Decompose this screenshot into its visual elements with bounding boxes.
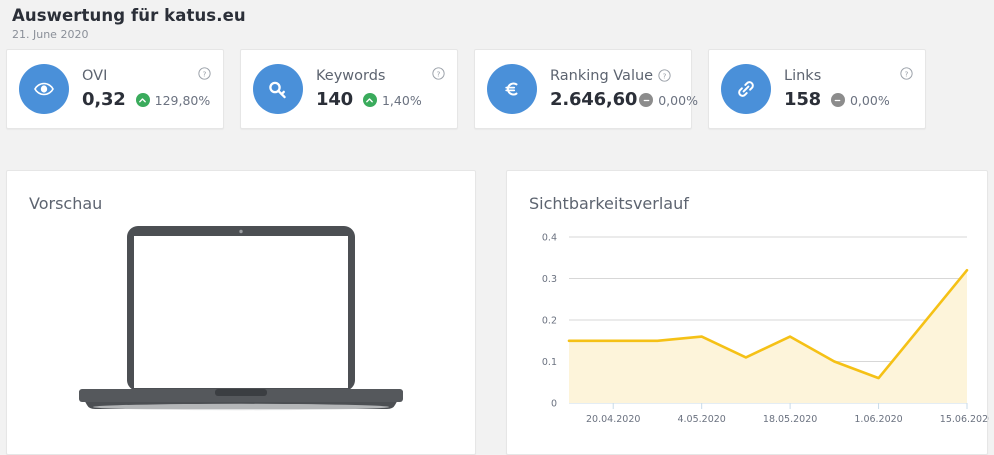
y-axis-tick-label: 0.2 — [542, 316, 557, 327]
page-title: Auswertung für katus.eu — [12, 6, 246, 25]
x-axis-tick-label: 18.05.2020 — [763, 414, 817, 425]
kpi-label-row: Keywords — [316, 67, 445, 86]
y-axis-tick-label: 0.3 — [542, 274, 557, 285]
kpi-delta: 1,40% — [362, 92, 422, 108]
preview-panel: Vorschau — [6, 170, 476, 455]
svg-text:?: ? — [905, 69, 909, 78]
kpi-body: OVI 0,32 129,80% ? — [82, 65, 211, 112]
minus-icon — [830, 93, 845, 107]
visibility-chart[interactable]: 0 0.1 0.2 0.3 0.4 20.04.2020 4.05.2020 18.05.20… — [507, 229, 989, 441]
kpi-value-row: 158 0,00% — [784, 88, 913, 112]
kpi-label: OVI — [82, 67, 108, 84]
laptop-preview[interactable] — [7, 223, 475, 423]
eye-icon — [19, 64, 69, 114]
kpi-value: 158 — [784, 88, 821, 110]
euro-icon — [487, 64, 537, 114]
kpi-label: Links — [784, 67, 822, 84]
kpi-label: Keywords — [316, 67, 386, 84]
arrow-up-icon — [362, 93, 377, 107]
kpi-body: Links 158 0,00% ? — [784, 65, 913, 112]
visibility-chart-panel: Sichtbarkeitsverlauf 0 0.1 0.2 0.3 0.4 20.04.… — [506, 170, 989, 455]
svg-text:?: ? — [203, 69, 207, 78]
x-axis-tick-label: 4.05.2020 — [677, 414, 725, 425]
page-date: 21. June 2020 — [12, 28, 89, 41]
laptop-icon — [79, 226, 403, 411]
key-icon — [253, 64, 303, 114]
kpi-card-ovi[interactable]: OVI 0,32 129,80% ? — [6, 49, 224, 129]
kpi-label-row: OVI — [82, 67, 211, 86]
kpi-delta: 0,00% — [830, 92, 890, 108]
chart-area-fill — [569, 270, 967, 403]
kpi-body: Keywords 140 1,40% ? — [316, 65, 445, 112]
kpi-delta: 0,00% — [639, 93, 698, 108]
preview-panel-title: Vorschau — [29, 194, 103, 213]
kpi-card-keywords[interactable]: Keywords 140 1,40% ? — [240, 49, 458, 129]
kpi-delta-label: 129,80% — [154, 92, 211, 108]
kpi-card-ranking-value[interactable]: Ranking Value ? 2.646,60 0,00% — [474, 49, 698, 129]
help-circle-icon[interactable]: ? — [658, 67, 671, 82]
kpi-delta-label: 0,00% — [849, 92, 890, 108]
help-circle-icon[interactable]: ? — [900, 65, 913, 80]
kpi-delta: 129,80% — [135, 92, 211, 108]
kpi-value: 140 — [316, 88, 353, 110]
kpi-delta-label: 0,00% — [658, 92, 698, 108]
y-axis-tick-label: 0.1 — [542, 357, 557, 368]
svg-text:?: ? — [437, 69, 441, 78]
svg-text:?: ? — [663, 71, 667, 80]
chart-line-series — [567, 268, 969, 380]
kpi-label: Ranking Value — [550, 67, 654, 84]
page-header: Auswertung für katus.eu 21. June 2020 — [0, 0, 994, 42]
kpi-card-links[interactable]: Links 158 0,00% ? — [708, 49, 926, 129]
x-axis-tick-label: 1.06.2020 — [854, 414, 902, 425]
kpi-value: 0,32 — [82, 88, 126, 110]
help-circle-icon[interactable]: ? — [198, 65, 211, 80]
link-icon — [721, 64, 771, 114]
chart-panel-title: Sichtbarkeitsverlauf — [529, 194, 689, 213]
kpi-value: 2.646,60 — [550, 88, 638, 110]
x-axis-tick-label: 15.06.2020 — [940, 414, 989, 425]
y-axis-tick-label: 0.4 — [542, 233, 557, 244]
minus-icon — [639, 93, 654, 107]
arrow-up-icon — [135, 93, 150, 107]
kpi-body: Ranking Value ? 2.646,60 0,00% — [550, 67, 698, 112]
kpi-value-row: 2.646,60 0,00% — [550, 88, 698, 112]
x-axis-tick-label: 20.04.2020 — [586, 414, 640, 425]
kpi-card-row: OVI 0,32 129,80% ? — [6, 49, 926, 129]
kpi-value-row: 140 1,40% — [316, 88, 445, 112]
kpi-label-row: Links — [784, 67, 913, 86]
kpi-label-row: Ranking Value ? — [550, 67, 679, 86]
y-axis-tick-label: 0 — [551, 399, 557, 410]
help-circle-icon[interactable]: ? — [432, 65, 445, 80]
kpi-delta-label: 1,40% — [381, 92, 422, 108]
kpi-value-row: 0,32 129,80% — [82, 88, 211, 112]
